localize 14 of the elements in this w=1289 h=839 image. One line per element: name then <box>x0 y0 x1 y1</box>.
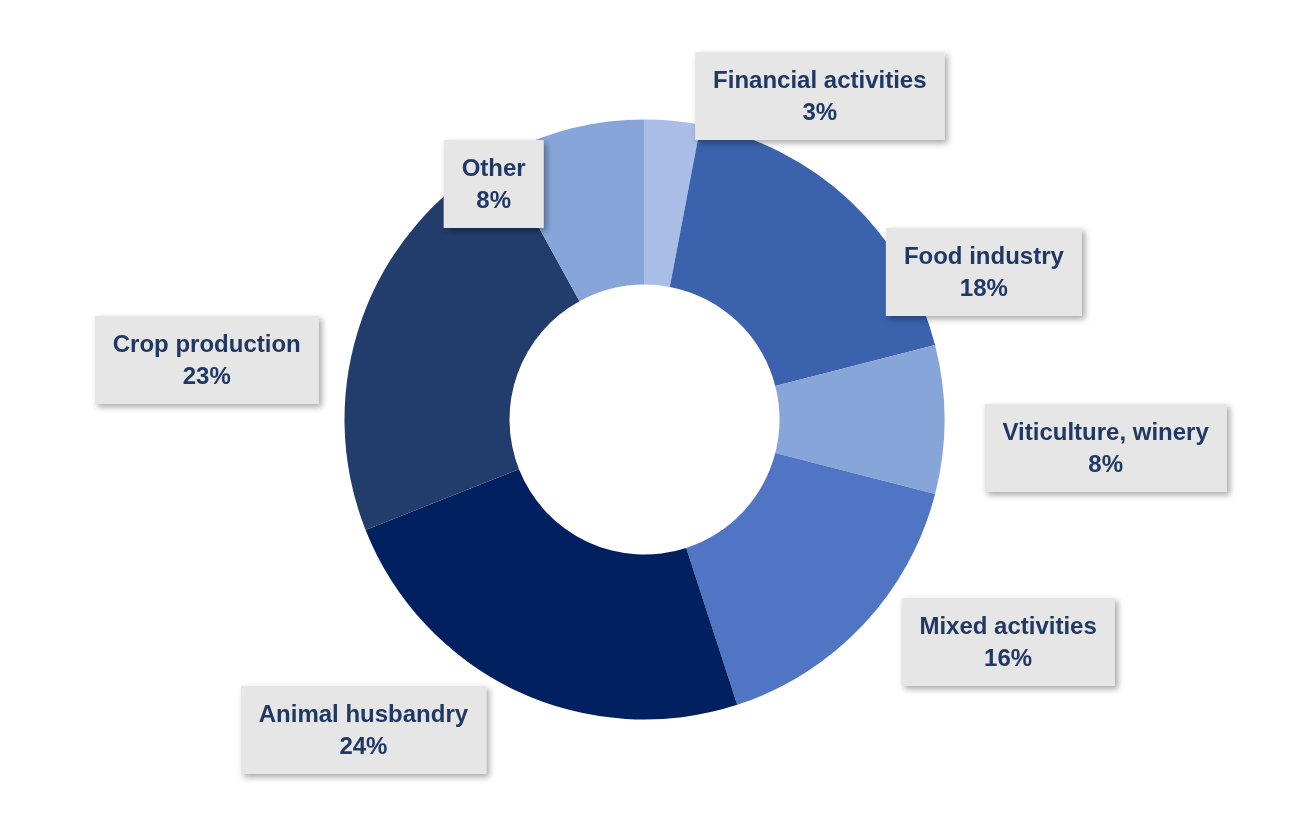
data-label: 3% <box>802 98 838 126</box>
slice-label: Viticulture, winery <box>1002 418 1210 446</box>
data-label: 16% <box>984 644 1033 672</box>
data-label: 8% <box>476 186 512 214</box>
slice-label: Other <box>461 154 526 182</box>
data-label: 8% <box>1088 450 1123 478</box>
slice-label: Food industry <box>903 242 1065 270</box>
slice-label: Mixed activities <box>919 612 1097 640</box>
slice-label: Crop production <box>112 330 301 358</box>
slice-label: Animal husbandry <box>258 700 469 728</box>
data-label: 24% <box>339 732 388 760</box>
slice-label: Financial activities <box>713 66 927 94</box>
data-label: 18% <box>959 274 1008 302</box>
data-label: 23% <box>182 362 231 390</box>
